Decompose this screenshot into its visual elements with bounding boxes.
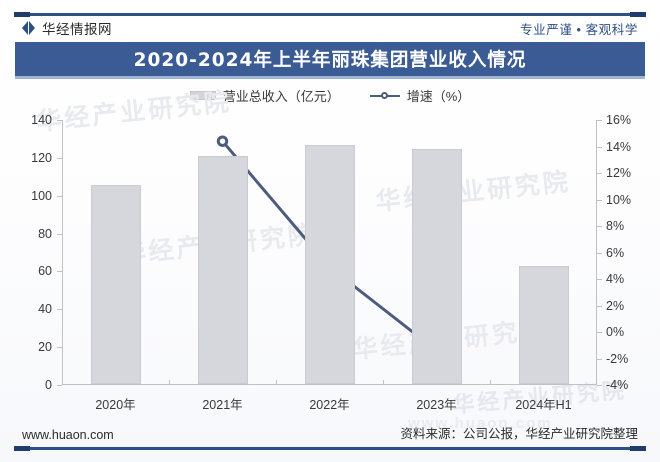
y-axis-left-label: 60: [38, 265, 52, 278]
y-axis-right-label: 10%: [606, 193, 631, 206]
x-axis-tick: [383, 380, 384, 385]
page-header: 华经情报网 专业严谨 • 客观科学: [0, 0, 660, 38]
y-axis-left-label: 140: [31, 114, 52, 127]
chart-legend: 营业总收入（亿元） 增速（%）: [0, 86, 660, 105]
y-axis-right-label: 4%: [606, 273, 624, 286]
watermark: 华经产业研究院: [451, 372, 628, 419]
footer-source: 资料来源：公司公报，华经产业研究院整理: [400, 423, 638, 442]
y-axis-left-tick: [57, 309, 62, 310]
y-axis-right-tick: [597, 359, 602, 360]
y-axis-right-label: -4%: [606, 379, 628, 392]
legend-swatch-bar-icon: [190, 91, 216, 100]
watermark: 华经产业研究院: [351, 310, 550, 366]
y-axis-right-tick: [597, 120, 602, 121]
brand: 华经情报网: [22, 18, 112, 38]
y-axis-right-tick: [597, 200, 602, 201]
x-axis-label: 2021年: [202, 394, 242, 413]
y-axis-right-tick: [597, 253, 602, 254]
y-axis-left-tick: [57, 120, 62, 121]
legend-item-revenue[interactable]: 营业总收入（亿元）: [190, 86, 340, 105]
chart-plot-area: 020406080100120140-4%-2%0%2%4%6%8%10%12%…: [62, 120, 597, 385]
y-axis-right-tick: [597, 147, 602, 148]
y-axis-right: [596, 120, 597, 385]
growth-data-point[interactable]: [432, 346, 440, 354]
growth-line-path: [223, 141, 437, 350]
y-axis-left-tick: [57, 385, 62, 386]
x-axis-tick: [490, 380, 491, 385]
x-axis-tick: [169, 380, 170, 385]
y-axis-left-label: 80: [38, 227, 52, 240]
y-axis-right-tick: [597, 332, 602, 333]
y-axis-left-label: 120: [31, 152, 52, 165]
y-axis-right-label: 14%: [606, 140, 631, 153]
bowtie-logo-icon: [22, 21, 35, 36]
y-axis-left-label: 100: [31, 189, 52, 202]
watermark: 华经产业研究院: [374, 162, 573, 218]
bar-2020年[interactable]: [91, 185, 141, 384]
legend-swatch-line-icon: [370, 91, 400, 100]
growth-data-point[interactable]: [325, 263, 333, 271]
y-axis-right-tick: [597, 385, 602, 386]
growth-line-series: [62, 120, 597, 385]
legend-label-growth: 增速（%）: [407, 86, 471, 105]
y-axis-right-tick: [597, 306, 602, 307]
x-axis-label: 2022年: [309, 394, 349, 413]
x-axis: [62, 384, 597, 385]
y-axis-right-label: -2%: [606, 352, 628, 365]
legend-item-growth[interactable]: 增速（%）: [370, 86, 471, 105]
x-axis-label: 2024年H1: [515, 394, 571, 413]
y-axis-left-label: 40: [38, 303, 52, 316]
header-tagline: 专业严谨 • 客观科学: [520, 19, 638, 38]
header-divider: [14, 13, 646, 16]
bar-2021年[interactable]: [198, 156, 248, 384]
y-axis-right-label: 8%: [606, 220, 624, 233]
x-axis-label: 2023年: [416, 394, 456, 413]
footer-divider: [14, 447, 646, 450]
y-axis-left-tick: [57, 158, 62, 159]
y-axis-right-label: 2%: [606, 299, 624, 312]
y-axis-right-label: 0%: [606, 326, 624, 339]
chart-page: 华经情报网 专业严谨 • 客观科学 2020-2024年上半年丽珠集团营业收入情…: [0, 0, 660, 462]
legend-label-revenue: 营业总收入（亿元）: [223, 86, 340, 105]
y-axis-left: [62, 120, 63, 385]
y-axis-left-label: 20: [38, 341, 52, 354]
footer-website[interactable]: www.huaon.com: [22, 428, 114, 442]
chart-title-bar: 2020-2024年上半年丽珠集团营业收入情况: [15, 42, 645, 79]
page-title: 2020-2024年上半年丽珠集团营业收入情况: [134, 46, 527, 72]
bar-2024年H1[interactable]: [519, 266, 569, 384]
watermark: 华经产业研究院: [119, 215, 318, 271]
y-axis-right-label: 16%: [606, 114, 631, 127]
y-axis-left-label: 0: [45, 379, 52, 392]
y-axis-right-tick: [597, 173, 602, 174]
bar-2023年[interactable]: [412, 149, 462, 384]
y-axis-right-label: 12%: [606, 167, 631, 180]
bar-2022年[interactable]: [305, 145, 355, 384]
y-axis-left-tick: [57, 196, 62, 197]
x-axis-tick: [276, 380, 277, 385]
growth-data-point[interactable]: [218, 137, 226, 145]
x-axis-label: 2020年: [95, 394, 135, 413]
page-footer: www.huaon.com 资料来源：公司公报，华经产业研究院整理: [0, 420, 660, 462]
y-axis-left-tick: [57, 271, 62, 272]
y-axis-right-tick: [597, 226, 602, 227]
y-axis-right-label: 6%: [606, 246, 624, 259]
y-axis-right-tick: [597, 279, 602, 280]
y-axis-left-tick: [57, 234, 62, 235]
brand-name: 华经情报网: [42, 18, 112, 38]
y-axis-left-tick: [57, 347, 62, 348]
